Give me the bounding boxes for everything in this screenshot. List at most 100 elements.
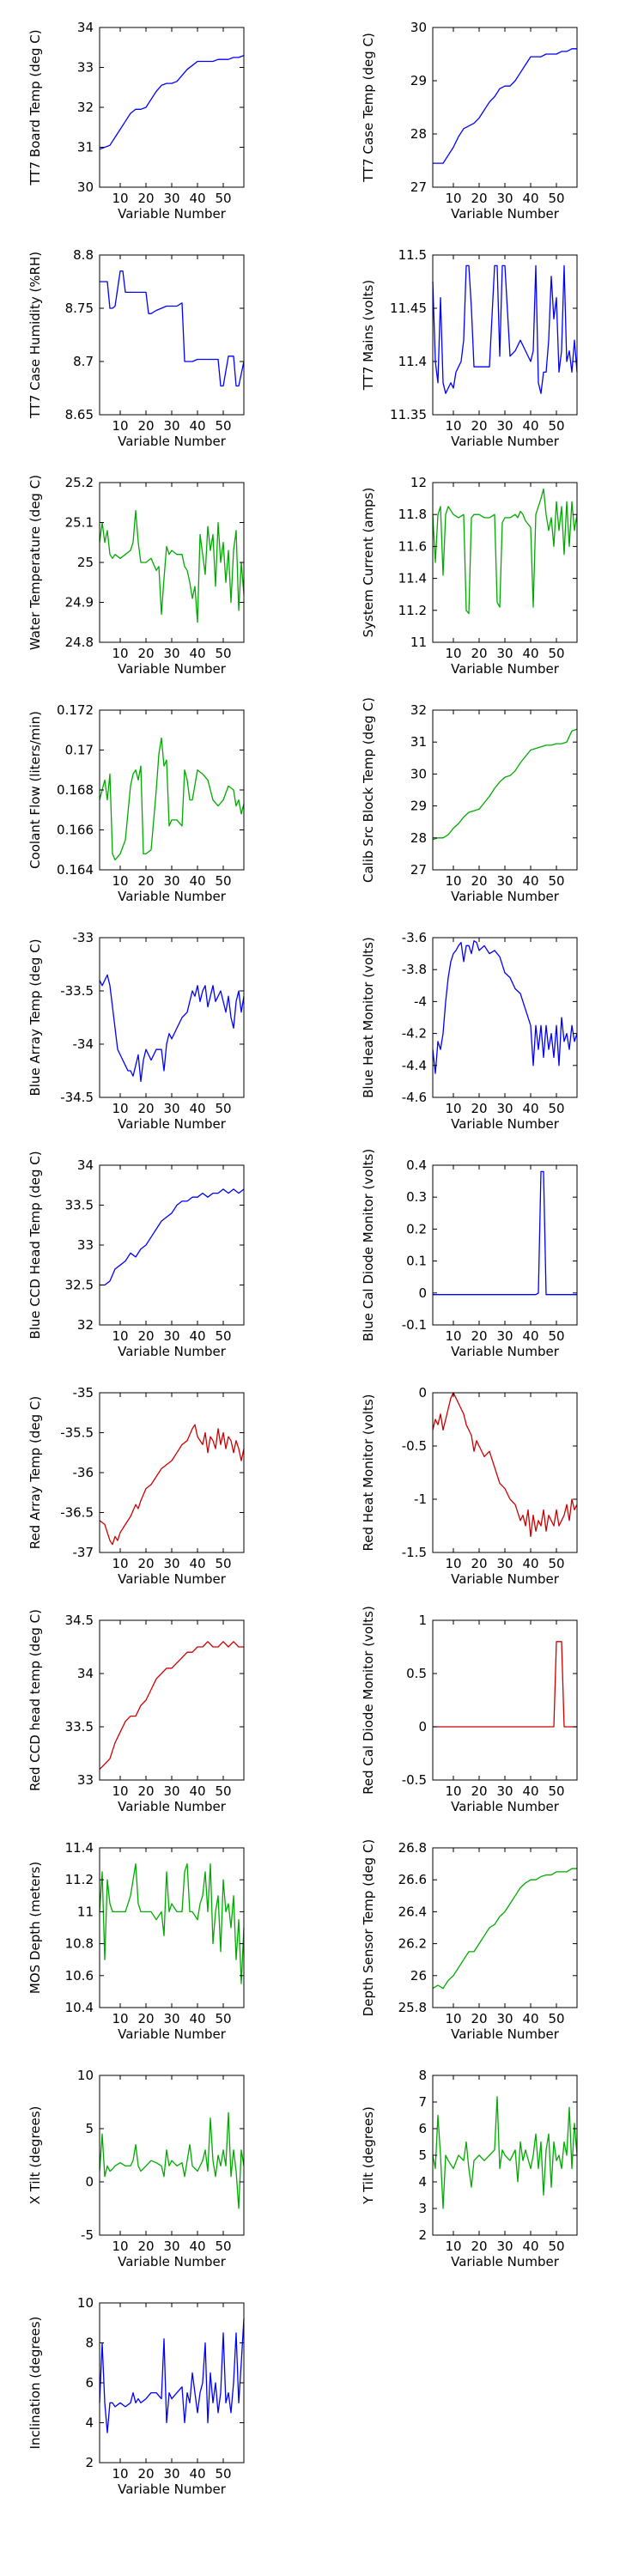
x-tick-label: 10 bbox=[112, 191, 128, 206]
x-tick-label: 10 bbox=[112, 646, 128, 661]
y-tick-label: 34 bbox=[77, 20, 94, 35]
x-tick-label: 20 bbox=[137, 418, 154, 434]
x-tick-label: 10 bbox=[445, 2239, 461, 2254]
chart-panel-8: 10 20 30 40 50 27 28 29 30 31 32 Variable Number Cal… bbox=[361, 697, 578, 904]
y-tick-label: -5 bbox=[81, 2227, 94, 2243]
x-tick-label: 50 bbox=[215, 2239, 231, 2254]
x-tick-label: 40 bbox=[522, 191, 538, 206]
x-tick-label: 10 bbox=[445, 873, 461, 889]
y-tick-label: 11.35 bbox=[390, 407, 427, 422]
x-tick-label: 10 bbox=[445, 191, 461, 206]
y-axis-title: TT7 Case Humidity (%RH) bbox=[27, 252, 43, 419]
x-tick-label: 40 bbox=[189, 2011, 205, 2026]
series-line bbox=[99, 2111, 245, 2209]
y-tick-label: 0.4 bbox=[406, 1157, 427, 1173]
x-tick-label: 30 bbox=[163, 2011, 179, 2026]
x-axis-title: Variable Number bbox=[118, 661, 227, 677]
x-tick-label: 40 bbox=[522, 1556, 538, 1571]
y-axis-title: Water Temperature (deg C) bbox=[27, 475, 43, 650]
x-tick-label: 10 bbox=[112, 2466, 128, 2482]
x-tick-label: 20 bbox=[137, 1556, 154, 1571]
x-tick-label: 40 bbox=[522, 1101, 538, 1116]
series-line bbox=[100, 270, 245, 387]
y-tick-label: 11.4 bbox=[65, 1840, 94, 1856]
x-tick-label: 30 bbox=[163, 1328, 179, 1344]
plot-frame bbox=[432, 1164, 578, 1326]
x-tick-label: 10 bbox=[445, 1783, 461, 1799]
y-tick-label: 0.3 bbox=[406, 1189, 427, 1205]
x-tick-label: 20 bbox=[137, 1783, 154, 1799]
y-tick-label: -0.5 bbox=[402, 1772, 427, 1788]
y-axis-title: Blue Array Temp (deg C) bbox=[27, 939, 43, 1096]
y-tick-label: -4.2 bbox=[402, 1026, 427, 1042]
chart-panel-5: 10 20 30 40 50 24.8 24.9 25 25.1 25.2 Variable Num… bbox=[27, 475, 245, 677]
y-axis-title: Red CCD head temp (deg C) bbox=[27, 1609, 43, 1791]
y-tick-label: 33 bbox=[77, 1237, 94, 1253]
x-axis-title: Variable Number bbox=[451, 1799, 560, 1814]
x-tick-label: 40 bbox=[522, 2239, 538, 2254]
series-line bbox=[432, 940, 578, 1074]
y-tick-label: -3.6 bbox=[402, 930, 427, 945]
y-tick-label: -34 bbox=[73, 1036, 94, 1052]
y-tick-label: 10.8 bbox=[65, 1936, 94, 1952]
x-tick-label: 50 bbox=[548, 2011, 564, 2026]
series-line bbox=[99, 1424, 245, 1546]
x-axis-title: Variable Number bbox=[451, 661, 560, 677]
x-tick-label: 40 bbox=[189, 418, 205, 434]
y-tick-label: 1 bbox=[418, 1613, 427, 1628]
plot-frame bbox=[99, 27, 245, 188]
chart-panel-18: 10 20 30 40 50 25.8 26 26.2 26.4 26.6 26.8 Variable… bbox=[361, 1839, 578, 2042]
y-tick-label: 8 bbox=[85, 2336, 94, 2351]
y-tick-label: -36.5 bbox=[60, 1505, 94, 1521]
plot-frame bbox=[99, 709, 245, 871]
y-tick-label: 32.5 bbox=[65, 1278, 94, 1293]
x-axis-title: Variable Number bbox=[118, 206, 227, 222]
x-tick-label: 10 bbox=[112, 1556, 128, 1571]
x-tick-label: 10 bbox=[112, 418, 128, 434]
y-tick-label: 25.8 bbox=[398, 2000, 427, 2015]
x-tick-label: 50 bbox=[548, 418, 564, 434]
y-tick-label: 31 bbox=[410, 734, 427, 750]
x-tick-label: 50 bbox=[548, 191, 564, 206]
x-tick-label: 50 bbox=[215, 646, 231, 661]
x-tick-label: 10 bbox=[112, 2239, 128, 2254]
plot-frame bbox=[432, 482, 578, 643]
y-tick-label: 11.8 bbox=[398, 507, 427, 522]
y-tick-label: 10 bbox=[77, 2068, 94, 2083]
y-axis-title: Red Array Temp (deg C) bbox=[27, 1396, 43, 1549]
x-tick-label: 10 bbox=[445, 1101, 461, 1116]
y-tick-label: -4.6 bbox=[402, 1090, 427, 1105]
x-tick-label: 30 bbox=[496, 191, 513, 206]
y-tick-label: 0.1 bbox=[406, 1254, 427, 1269]
y-tick-label: 0.168 bbox=[57, 782, 94, 798]
y-tick-label: -35 bbox=[73, 1385, 94, 1400]
x-tick-label: 10 bbox=[445, 1328, 461, 1344]
y-tick-label: 0.166 bbox=[57, 823, 94, 838]
y-tick-label: -1.5 bbox=[402, 1545, 427, 1560]
y-axis-title: TT7 Case Temp (deg C) bbox=[361, 33, 376, 183]
chart-panel-6: 10 20 30 40 50 11 11.2 11.4 11.6 11.8 12 Variable N… bbox=[361, 475, 578, 677]
x-axis-title: Variable Number bbox=[451, 1571, 560, 1587]
y-tick-label: -34.5 bbox=[60, 1090, 94, 1105]
x-tick-label: 30 bbox=[163, 1783, 179, 1799]
chart-panel-13: 10 20 30 40 50 -37 -36.5 -36 -35.5 -35 Variable Nu… bbox=[27, 1385, 245, 1587]
x-tick-label: 40 bbox=[522, 1783, 538, 1799]
x-axis-title: Variable Number bbox=[451, 206, 560, 222]
y-tick-label: 6 bbox=[418, 2121, 427, 2136]
y-axis-title: Coolant Flow (liters/min) bbox=[27, 711, 43, 869]
y-tick-label: 26.4 bbox=[398, 1904, 427, 1919]
series-line bbox=[432, 728, 578, 841]
x-tick-label: 10 bbox=[112, 1328, 128, 1344]
x-axis-title: Variable Number bbox=[451, 2254, 560, 2269]
y-axis-title: Y Tilt (degrees) bbox=[361, 2106, 376, 2205]
x-tick-label: 50 bbox=[215, 418, 231, 434]
x-tick-label: 40 bbox=[522, 418, 538, 434]
y-tick-label: -33.5 bbox=[60, 983, 94, 999]
y-tick-label: 34.5 bbox=[65, 1613, 94, 1628]
y-tick-label: 33.5 bbox=[65, 1198, 94, 1213]
y-tick-label: 0 bbox=[85, 2174, 94, 2190]
y-tick-label: -0.1 bbox=[402, 1317, 427, 1333]
x-tick-label: 10 bbox=[112, 873, 128, 889]
y-tick-label: 26.8 bbox=[398, 1840, 427, 1856]
